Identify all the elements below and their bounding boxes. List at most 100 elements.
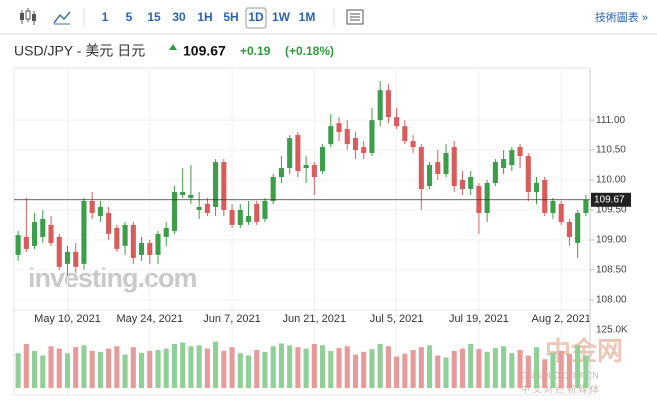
volume-tick-label: 125.0K [596, 325, 628, 336]
volume-bar [221, 350, 227, 388]
candle-body [451, 147, 457, 187]
candle-body [287, 138, 293, 169]
x-tick-label: Jul 19, 2021 [449, 313, 509, 325]
candle-body [377, 90, 383, 121]
volume-bar [138, 352, 145, 388]
volume-bar [204, 348, 210, 388]
candle-body [171, 191, 178, 231]
y-tick-label: 109.50 [596, 205, 627, 216]
volume-bar [106, 348, 112, 388]
volume-bar [32, 350, 38, 388]
technical-link[interactable]: 技術圖表 » [595, 10, 648, 24]
candle-body [320, 147, 326, 172]
volume-bar [336, 348, 342, 388]
interval[interactable]: 1 [102, 10, 109, 24]
y-tick-label: 111.00 [596, 115, 626, 126]
volume-bar [320, 345, 326, 388]
volume-bar [237, 353, 243, 388]
change: +0.19 [240, 44, 271, 58]
volume-bar [361, 351, 367, 388]
volume-bar [229, 347, 235, 388]
change-arrow [169, 44, 177, 50]
volume-bar [517, 349, 523, 388]
candle-body [517, 147, 523, 157]
volume-bar [410, 349, 416, 388]
y-tick-label: 109.00 [596, 235, 627, 246]
y-tick-label: 108.50 [596, 265, 627, 276]
candle-body [196, 206, 202, 210]
candle-body [147, 242, 153, 255]
volume-bar [48, 346, 54, 388]
volume-bar [254, 349, 260, 388]
volume-bar [171, 343, 178, 388]
candle-body [32, 221, 38, 246]
volume-bar [15, 353, 21, 388]
volume-bar [344, 346, 350, 388]
volume-bar [213, 341, 219, 388]
volume-bar [97, 351, 103, 388]
volume-bar [245, 355, 252, 388]
volume-bar [443, 357, 449, 388]
volume-bar [287, 345, 293, 388]
volume-bar [122, 354, 128, 388]
x-tick-label: Aug 2, 2021 [532, 313, 591, 325]
last-price-tag [591, 192, 631, 207]
candle-body [270, 177, 276, 201]
interval[interactable]: 15 [147, 10, 161, 24]
candle-body [385, 90, 391, 118]
candle-body [575, 212, 581, 243]
interval[interactable]: 30 [172, 10, 186, 24]
candle-body [155, 233, 161, 255]
x-tick-label: Jun 7, 2021 [203, 313, 261, 325]
candle-body [245, 215, 252, 222]
volume-bar [328, 350, 334, 388]
volume-bar [402, 353, 408, 388]
interval[interactable]: 1H [197, 10, 212, 24]
candle-body [262, 200, 268, 219]
line-icon[interactable] [53, 11, 71, 25]
candle-body [180, 191, 186, 195]
interval[interactable]: 1D [248, 10, 264, 24]
interval-active [245, 7, 267, 29]
interval[interactable]: 1W [272, 10, 291, 24]
candle-body [229, 209, 235, 225]
volume-bar [575, 345, 581, 388]
candle-body [188, 194, 194, 198]
candle-body [163, 227, 169, 237]
change-pct: (+0.18%) [285, 44, 334, 58]
x-tick-label: Jul 5, 2021 [370, 313, 424, 325]
volume-bar [40, 355, 46, 388]
volume-bar [385, 346, 391, 388]
candle-body [443, 153, 449, 175]
interval[interactable]: 5 [126, 10, 133, 24]
candle-body [394, 117, 400, 127]
candle-body [583, 199, 589, 213]
candle-body [311, 165, 317, 178]
candle-body [204, 203, 210, 213]
volume-bar [196, 345, 202, 388]
candle-body [138, 242, 145, 255]
volume-bar [509, 353, 515, 388]
volume-bar [147, 350, 153, 388]
candle-icon[interactable] [20, 8, 36, 25]
volume-bar [295, 347, 301, 388]
volume-bar [435, 355, 441, 388]
candle-body [213, 162, 219, 207]
volume-bar [180, 342, 186, 388]
volume-bar [369, 349, 375, 388]
candle-body [501, 159, 507, 169]
candle-body [254, 203, 260, 222]
settings-icon[interactable] [346, 9, 364, 25]
candle-body [56, 236, 62, 267]
volume-bar [163, 348, 169, 388]
candle-body [418, 147, 424, 189]
candle-body [114, 227, 120, 249]
candle-body [352, 138, 359, 151]
candle-body [426, 165, 433, 187]
candle-body [336, 123, 342, 133]
interval[interactable]: 1M [299, 10, 316, 24]
volume-bar [418, 347, 424, 388]
interval[interactable]: 5H [223, 10, 238, 24]
volume-bar [64, 353, 71, 388]
candle-body [48, 224, 54, 243]
